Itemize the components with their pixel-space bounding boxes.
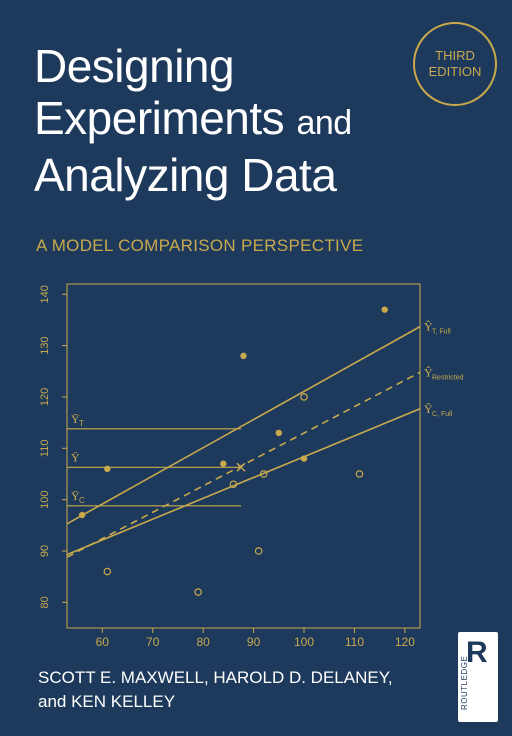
x-tick-label: 60	[96, 635, 110, 649]
cross-data-point	[236, 462, 246, 472]
mean-line-sublabel: C	[79, 496, 85, 505]
mean-line-sublabel: T	[79, 419, 84, 428]
mean-line-label: Ȳ	[71, 489, 80, 503]
mean-line-label: Ȳ	[71, 450, 80, 464]
x-tick-label: 100	[294, 635, 314, 649]
filled-data-point	[220, 460, 227, 467]
mean-line-label: Ȳ	[71, 412, 80, 426]
title-line-2: Experiments and	[34, 92, 352, 149]
x-tick-label: 70	[146, 635, 160, 649]
title-line-1: Designing	[34, 40, 235, 92]
filled-data-point	[78, 511, 86, 519]
x-tick-label: 110	[345, 635, 364, 649]
full-regression-line	[66, 408, 421, 556]
open-data-point	[103, 567, 112, 576]
open-data-point	[194, 588, 202, 596]
open-data-point	[229, 480, 238, 489]
authors: SCOTT E. MAXWELL, HAROLD D. DELANEY, and…	[38, 666, 393, 714]
filled-data-point	[300, 455, 308, 462]
plot-frame	[66, 283, 421, 629]
y-tick-label: 140	[39, 285, 51, 303]
open-data-point	[355, 470, 364, 478]
authors-line-1: SCOTT E. MAXWELL, HAROLD D. DELANEY,	[38, 668, 393, 687]
y-tick-label: 120	[39, 388, 51, 406]
filled-data-point	[275, 429, 282, 437]
plot-lines	[66, 325, 421, 558]
cross-stroke	[236, 462, 246, 472]
open-data-point	[259, 470, 268, 478]
open-data-point	[254, 547, 263, 555]
title-line-2-main: Experiments	[34, 92, 285, 144]
publisher-mark: R	[466, 636, 488, 669]
open-data-point	[300, 393, 308, 401]
x-tick-label: 90	[247, 635, 261, 649]
book-subtitle: A MODEL COMPARISON PERSPECTIVE	[36, 236, 364, 255]
y-tick-label: 100	[39, 490, 51, 508]
filled-data-point	[240, 352, 247, 360]
y-tick-label: 80	[39, 596, 51, 608]
filled-data-point	[381, 306, 388, 313]
x-tick-label: 80	[196, 635, 210, 649]
regression-line-sublabel: Restricted	[432, 374, 464, 381]
y-tick-label: 130	[39, 336, 51, 354]
edition-badge: THIRD EDITION	[413, 22, 497, 106]
y-tick-label: 110	[39, 440, 51, 458]
title-line-2-and: and	[296, 104, 352, 142]
publisher-name: ROUTLEDGE	[460, 655, 469, 710]
authors-line-2: and KEN KELLEY	[38, 692, 176, 711]
plot-axes: 60 70 80 90 100 110 120 80 90 100 110 120 130 140	[39, 283, 421, 649]
restricted-regression-line	[66, 371, 421, 558]
regression-line-sublabel: C, Full	[432, 411, 453, 418]
book-title: Designing Experiments and Analyzing Data	[34, 40, 352, 201]
title-line-3: Analyzing Data	[34, 149, 337, 201]
regression-line-label: Ŷ	[424, 320, 433, 334]
regression-line-sublabel: T, Full	[432, 329, 451, 336]
publisher-logo: R ROUTLEDGE	[458, 632, 498, 722]
full-regression-line	[66, 325, 421, 525]
edition-line-2: EDITION	[428, 64, 482, 79]
x-tick-label: 120	[395, 635, 415, 649]
edition-line-1: THIRD	[435, 48, 475, 63]
regression-line-label: Ŷ	[424, 402, 433, 416]
plot-points	[78, 306, 388, 596]
filled-data-point	[104, 465, 111, 473]
y-tick-label: 90	[39, 545, 51, 557]
regression-line-label: Ŷ	[424, 365, 433, 379]
